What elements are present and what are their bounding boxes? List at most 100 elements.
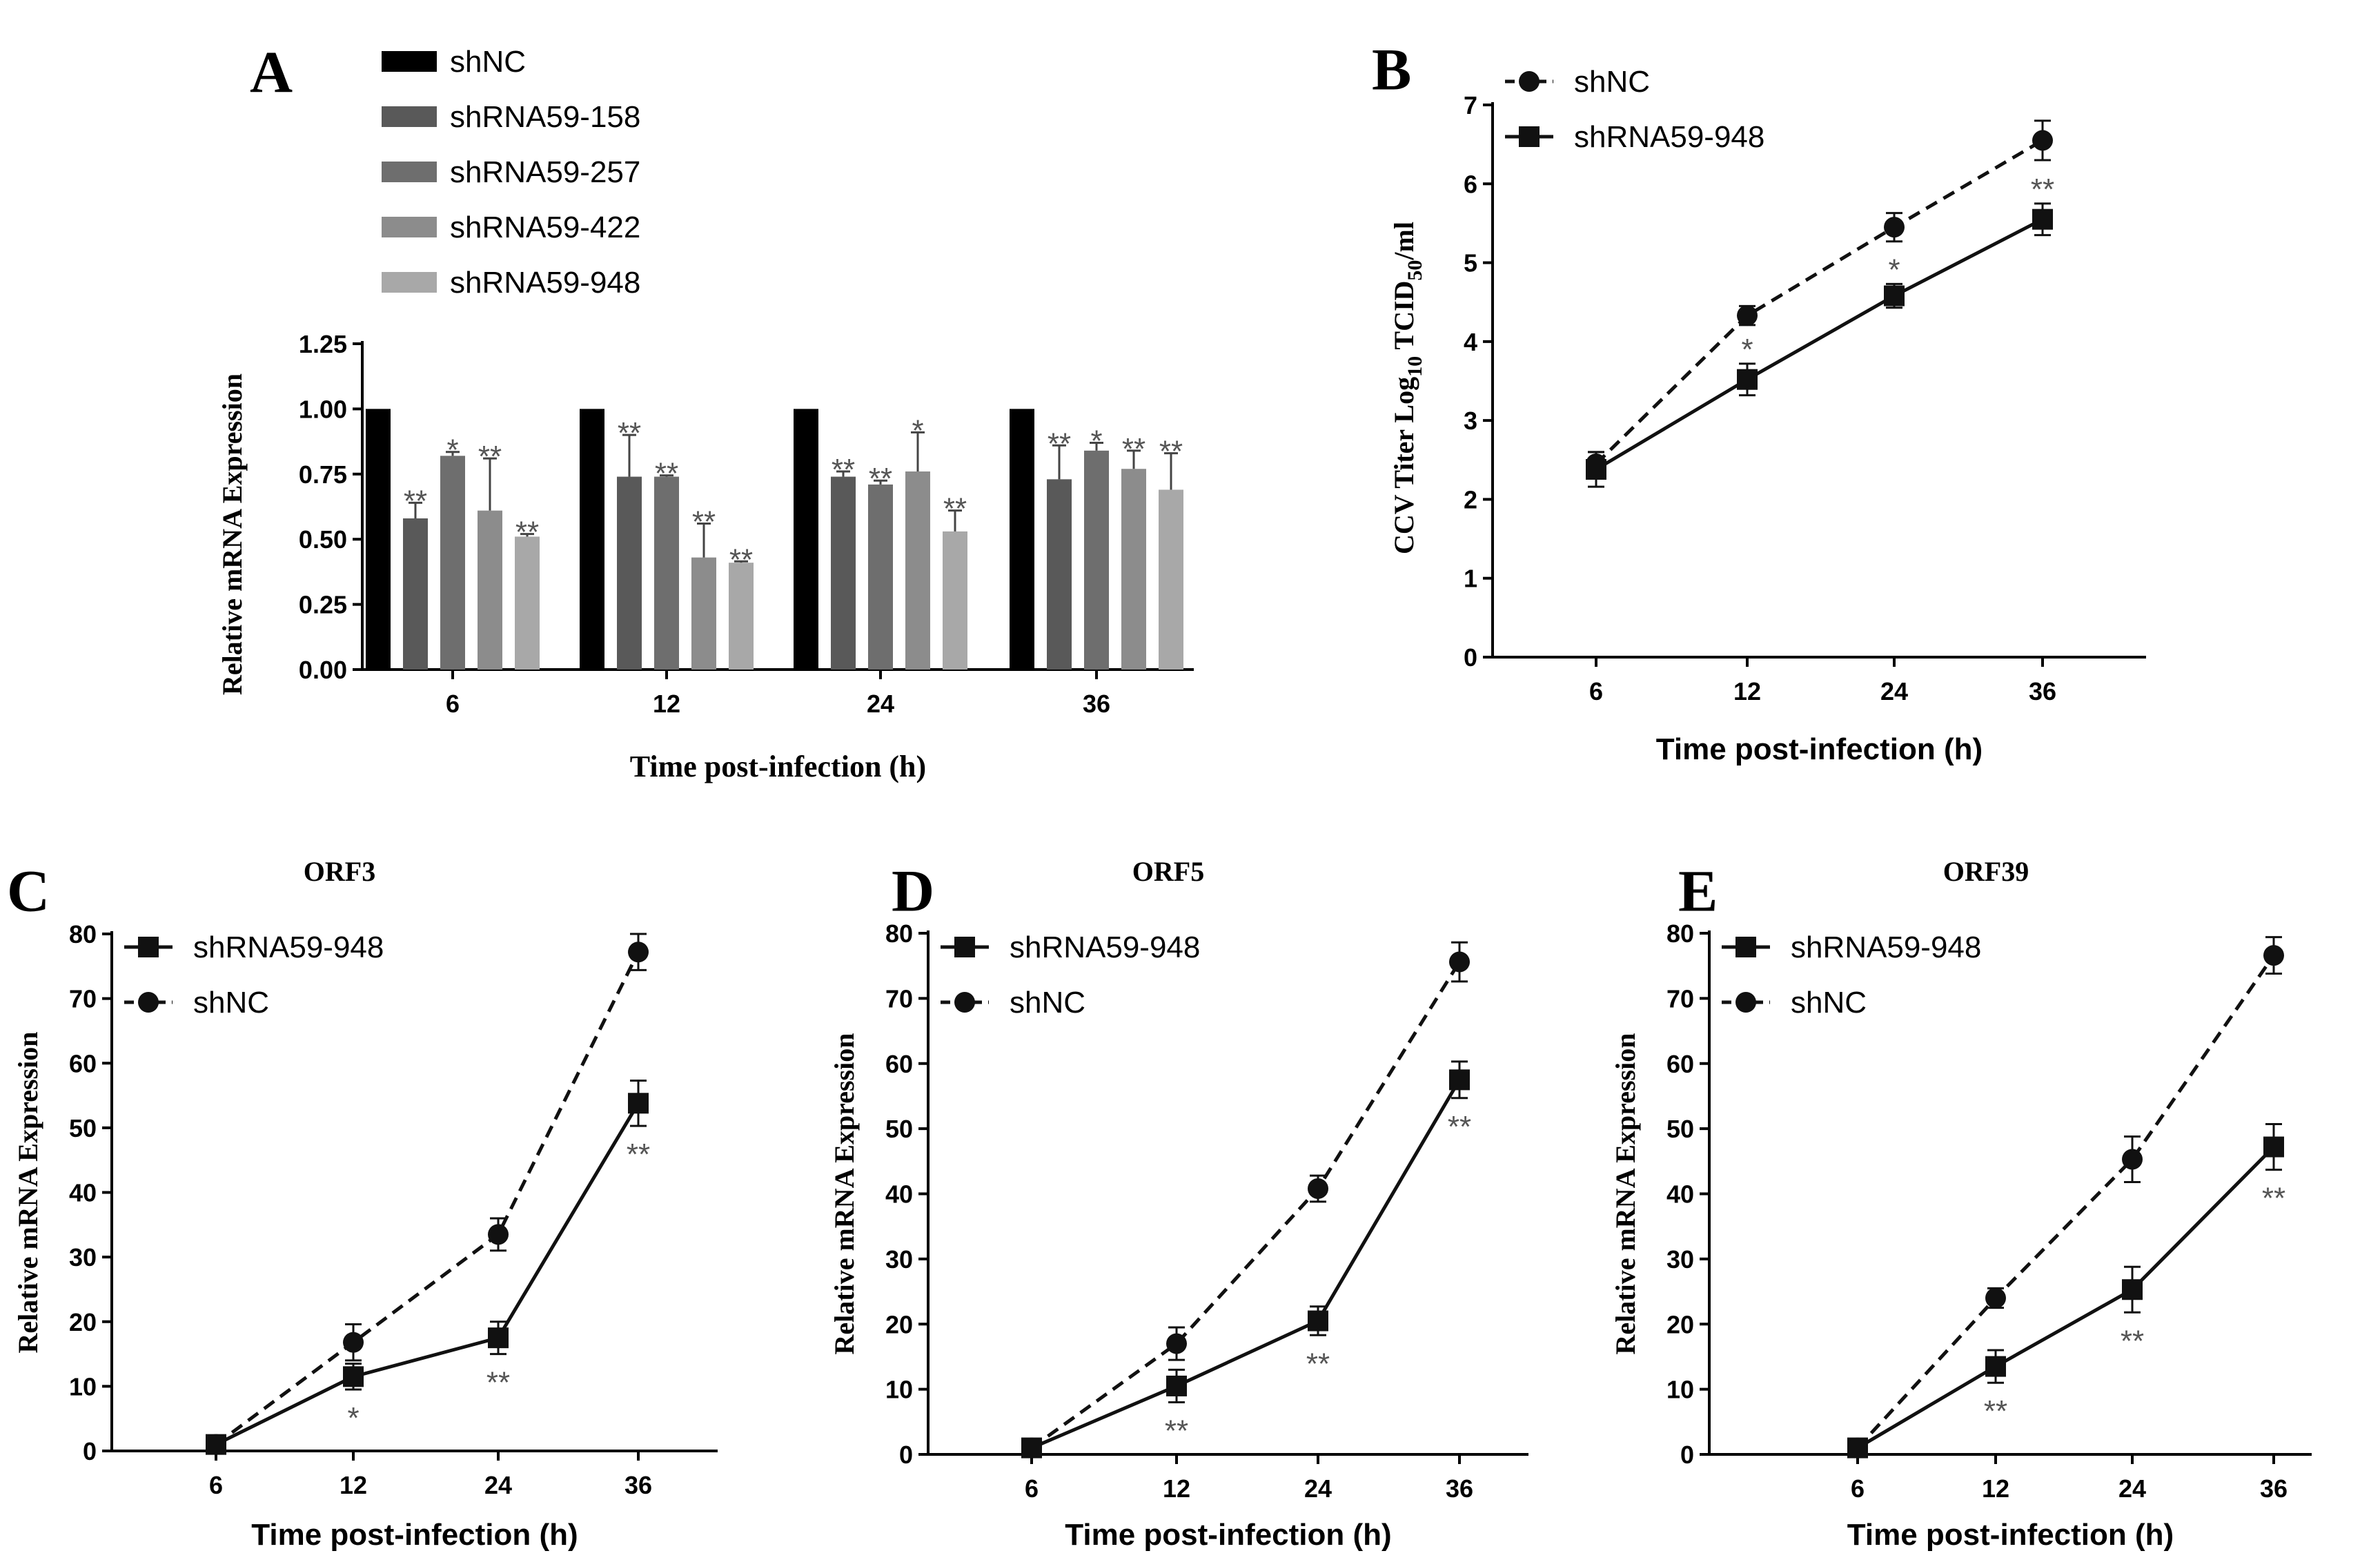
panel-label: B	[1372, 37, 1411, 103]
significance-marker: **	[655, 457, 678, 491]
legend-marker-square	[954, 937, 975, 957]
x-tick-label: 24	[867, 690, 894, 718]
data-point-circle	[1308, 1178, 1328, 1199]
y-tick-label: 80	[1666, 919, 1694, 948]
significance-marker: **	[486, 1366, 510, 1400]
chart-title: ORF3	[304, 856, 375, 887]
y-tick-label: 1.25	[299, 330, 347, 358]
significance-marker: **	[869, 462, 892, 496]
y-axis-label-part: 10	[1404, 356, 1426, 377]
legend-label: shNC	[193, 986, 269, 1020]
significance-marker: *	[912, 413, 923, 447]
significance-marker: **	[1165, 1414, 1188, 1448]
y-axis-label: Relative mRNA Expression	[829, 1033, 860, 1355]
legend-label: shNC	[1010, 986, 1085, 1020]
x-tick-label: 24	[484, 1471, 512, 1499]
legend-marker-circle	[1735, 992, 1756, 1013]
significance-marker: **	[2262, 1182, 2285, 1216]
y-tick-label: 40	[1666, 1180, 1694, 1209]
y-tick-label: 1.00	[299, 395, 347, 423]
significance-marker: *	[1090, 424, 1102, 458]
chart-title: ORF39	[1943, 856, 2029, 887]
x-tick-label: 24	[2118, 1474, 2146, 1503]
panel-label: C	[7, 858, 50, 924]
bar	[478, 510, 502, 670]
significance-marker: **	[943, 492, 967, 526]
bar	[905, 471, 930, 670]
data-point-circle	[1021, 1437, 1042, 1459]
y-axis-label-part: /ml	[1388, 222, 1419, 261]
legend-label: shRNA59-422	[450, 211, 640, 244]
bar	[366, 409, 391, 670]
significance-marker: **	[729, 543, 753, 576]
y-tick-label: 0.25	[299, 591, 347, 619]
legend-label: shRNA59-158	[450, 100, 640, 134]
y-tick-label: 10	[1666, 1376, 1694, 1404]
bar	[1047, 479, 1072, 670]
series-line	[1856, 954, 2276, 1450]
bar	[794, 409, 818, 670]
bar	[1010, 409, 1034, 670]
y-tick-label: 80	[885, 919, 913, 948]
y-tick-label: 4	[1464, 328, 1477, 356]
y-tick-label: 40	[69, 1179, 97, 1207]
significance-marker: **	[832, 453, 855, 487]
series-line	[1595, 139, 2044, 465]
y-tick-label: 70	[1666, 984, 1694, 1013]
y-tick-label: 30	[885, 1245, 913, 1274]
x-tick-label: 36	[1083, 690, 1110, 718]
series-line	[1856, 1145, 2275, 1450]
y-tick-label: 2	[1464, 485, 1477, 514]
y-axis-label: Relative mRNA Expression	[217, 373, 248, 695]
data-point-circle	[628, 942, 649, 963]
x-axis-label: Time post-infection (h)	[1065, 1518, 1391, 1552]
x-axis-label: Time post-infection (h)	[1847, 1518, 2174, 1552]
legend-marker-square	[138, 937, 159, 957]
significance-marker: **	[1122, 432, 1145, 466]
y-axis-label: Relative mRNA Expression	[1610, 1033, 1641, 1355]
data-point-square	[628, 1093, 649, 1114]
legend-marker-circle	[1519, 71, 1540, 92]
y-tick-label: 0	[83, 1437, 97, 1465]
legend-label: shNC	[450, 45, 526, 79]
y-tick-label: 40	[885, 1180, 913, 1209]
y-tick-label: 1	[1464, 565, 1477, 593]
y-tick-label: 6	[1464, 170, 1477, 198]
legend-marker-square	[1519, 126, 1540, 147]
bar	[440, 456, 465, 670]
significance-marker: **	[2121, 1324, 2144, 1358]
y-tick-label: 80	[69, 920, 97, 948]
significance-marker: **	[1984, 1394, 2007, 1428]
bar	[831, 476, 856, 670]
y-tick-label: 20	[69, 1308, 97, 1336]
x-tick-label: 24	[1880, 677, 1908, 705]
x-tick-label: 6	[1851, 1474, 1865, 1503]
x-tick-label: 6	[1589, 677, 1603, 705]
x-tick-label: 36	[2029, 677, 2056, 705]
data-point-circle	[1166, 1333, 1187, 1354]
bar	[580, 409, 604, 670]
significance-marker: **	[692, 505, 716, 539]
panel-label: E	[1678, 858, 1718, 924]
bar	[943, 531, 967, 670]
significance-marker: **	[627, 1138, 650, 1171]
bar	[691, 557, 716, 670]
significance-marker: *	[1888, 253, 1900, 286]
y-tick-label: 7	[1464, 91, 1477, 119]
x-tick-label: 36	[2260, 1474, 2288, 1503]
significance-marker: *	[1741, 333, 1753, 367]
x-tick-label: 36	[1446, 1474, 1473, 1503]
x-tick-label: 36	[624, 1471, 652, 1499]
significance-marker: **	[515, 516, 539, 549]
x-tick-label: 12	[340, 1471, 367, 1499]
y-tick-label: 0.00	[299, 656, 347, 684]
series-line	[1595, 217, 2044, 471]
series-line	[1031, 1079, 1462, 1450]
significance-marker: *	[446, 433, 458, 467]
y-tick-label: 70	[69, 985, 97, 1013]
data-point-circle	[1985, 1287, 2006, 1309]
x-tick-label: 12	[653, 690, 680, 718]
legend-label: shRNA59-948	[450, 266, 640, 300]
data-point-square	[2122, 1279, 2143, 1300]
data-point-square	[488, 1327, 509, 1349]
